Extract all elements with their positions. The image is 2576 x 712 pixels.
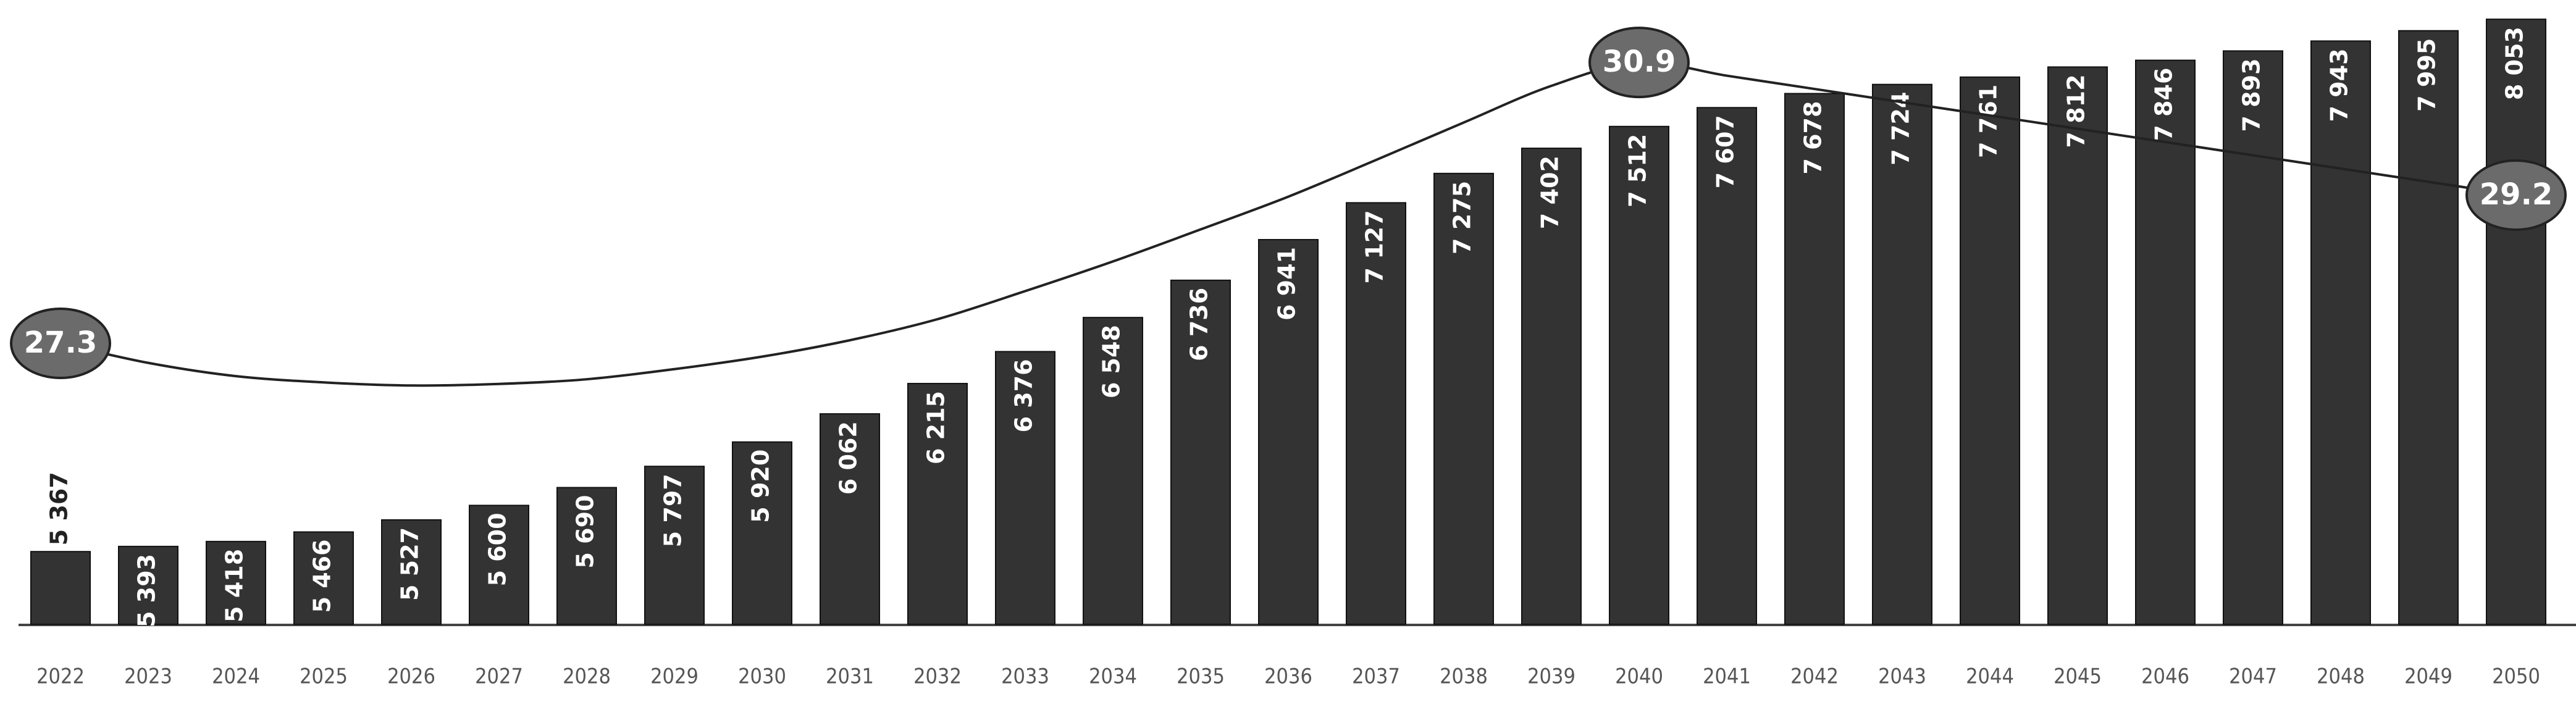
line (60, 61, 2517, 387)
x-tick-label: 2029 (650, 664, 699, 689)
x-tick-label: 2041 (1703, 664, 1751, 689)
x-tick-label: 2030 (738, 664, 786, 689)
bar-value-label: 6 376 (1010, 359, 1038, 432)
bar (732, 441, 792, 625)
x-tick-label: 2042 (1790, 664, 1839, 689)
bar (293, 531, 354, 626)
x-tick-label: 2039 (1527, 664, 1575, 689)
bar-value-label: 5 466 (309, 539, 336, 613)
bar (2135, 59, 2196, 626)
x-tick-label: 2045 (2054, 664, 2102, 689)
x-tick-label: 2040 (1615, 664, 1663, 689)
bar (1697, 107, 1757, 625)
point-marker (1588, 27, 1690, 99)
x-tick-label: 2043 (1878, 664, 1926, 689)
bar (1258, 239, 1319, 625)
bar (995, 351, 1055, 625)
bar (2223, 50, 2283, 626)
bar-value-label: 7 402 (1537, 156, 1564, 229)
x-tick-label: 2037 (1352, 664, 1400, 689)
x-tick-label: 2028 (563, 664, 611, 689)
bar (381, 519, 442, 625)
bar (2310, 40, 2371, 626)
point-marker (2465, 159, 2567, 231)
point-label: 29.2 (2480, 177, 2553, 212)
bar (907, 383, 968, 625)
bar (206, 540, 266, 626)
bar-value-label: 7 995 (2414, 38, 2441, 112)
bar-value-label: 7 943 (2326, 48, 2353, 122)
bar-value-label: 5 527 (396, 527, 424, 601)
point-label: 30.9 (1603, 44, 1676, 79)
bar-value-label: 5 797 (660, 474, 687, 547)
bar (1784, 93, 1845, 626)
x-tick-label: 2022 (36, 664, 85, 689)
bar-value-label: 6 062 (835, 421, 862, 495)
bar-value-label: 5 418 (221, 549, 248, 622)
bar (644, 466, 705, 625)
bar (1960, 76, 2020, 626)
x-tick-label: 2023 (124, 664, 172, 689)
bar-value-label: 7 812 (2063, 74, 2090, 148)
bar (30, 551, 91, 625)
x-tick-label: 2025 (300, 664, 348, 689)
x-tick-label: 2046 (2141, 664, 2189, 689)
x-tick-label: 2038 (1440, 664, 1488, 689)
x-tick-label: 2033 (1001, 664, 1049, 689)
bar-value-label: 8 053 (2501, 27, 2528, 100)
bar (1609, 125, 1669, 625)
bar (2047, 66, 2108, 625)
bar-value-label: 7 275 (1449, 181, 1476, 254)
x-tick-label: 2026 (387, 664, 435, 689)
x-tick-label: 2047 (2229, 664, 2277, 689)
bar (2398, 30, 2459, 625)
bar (1083, 317, 1143, 625)
bar (1433, 172, 1494, 626)
bar (820, 413, 880, 625)
x-tick-label: 2044 (1966, 664, 2014, 689)
bar (118, 545, 178, 626)
bar (469, 505, 529, 626)
x-tick-label: 2034 (1089, 664, 1137, 689)
bar-value-label: 5 600 (484, 513, 511, 586)
bar (1521, 148, 1582, 625)
bar (1872, 83, 1932, 625)
x-tick-label: 2032 (913, 664, 962, 689)
bar-value-label: 5 920 (747, 450, 774, 523)
x-tick-label: 2049 (2404, 664, 2452, 689)
x-tick-label: 2031 (826, 664, 874, 689)
bar-value-label: 6 215 (923, 391, 950, 464)
bar-value-label: 6 548 (1098, 325, 1125, 398)
bar-value-label: 7 893 (2238, 58, 2265, 132)
bar-value-label: 5 690 (572, 495, 599, 569)
point-label: 27.3 (24, 325, 97, 360)
x-tick-label: 2036 (1264, 664, 1312, 689)
bar (2486, 19, 2546, 625)
bar-value-label: 7 607 (1712, 115, 1739, 188)
bar (1346, 202, 1406, 625)
bar-value-label: 6 941 (1273, 247, 1301, 320)
x-tick-label: 2050 (2492, 664, 2540, 689)
bar-value-label: 7 678 (1800, 101, 1827, 174)
bar-value-label: 5 367 (46, 472, 73, 545)
bar-value-label: 5 393 (133, 554, 161, 627)
x-tick-label: 2035 (1177, 664, 1225, 689)
bar (556, 487, 617, 625)
x-tick-label: 2024 (212, 664, 260, 689)
bar-value-label: 7 846 (2150, 68, 2178, 141)
bar-value-label: 7 512 (1624, 134, 1651, 207)
bar (1170, 279, 1231, 625)
bar-value-label: 6 736 (1186, 288, 1213, 361)
bar-value-label: 7 127 (1361, 210, 1388, 283)
x-tick-label: 2027 (475, 664, 523, 689)
x-tick-label: 2048 (2317, 664, 2365, 689)
bar-value-label: 7 761 (1975, 85, 2002, 158)
point-marker (10, 308, 111, 380)
